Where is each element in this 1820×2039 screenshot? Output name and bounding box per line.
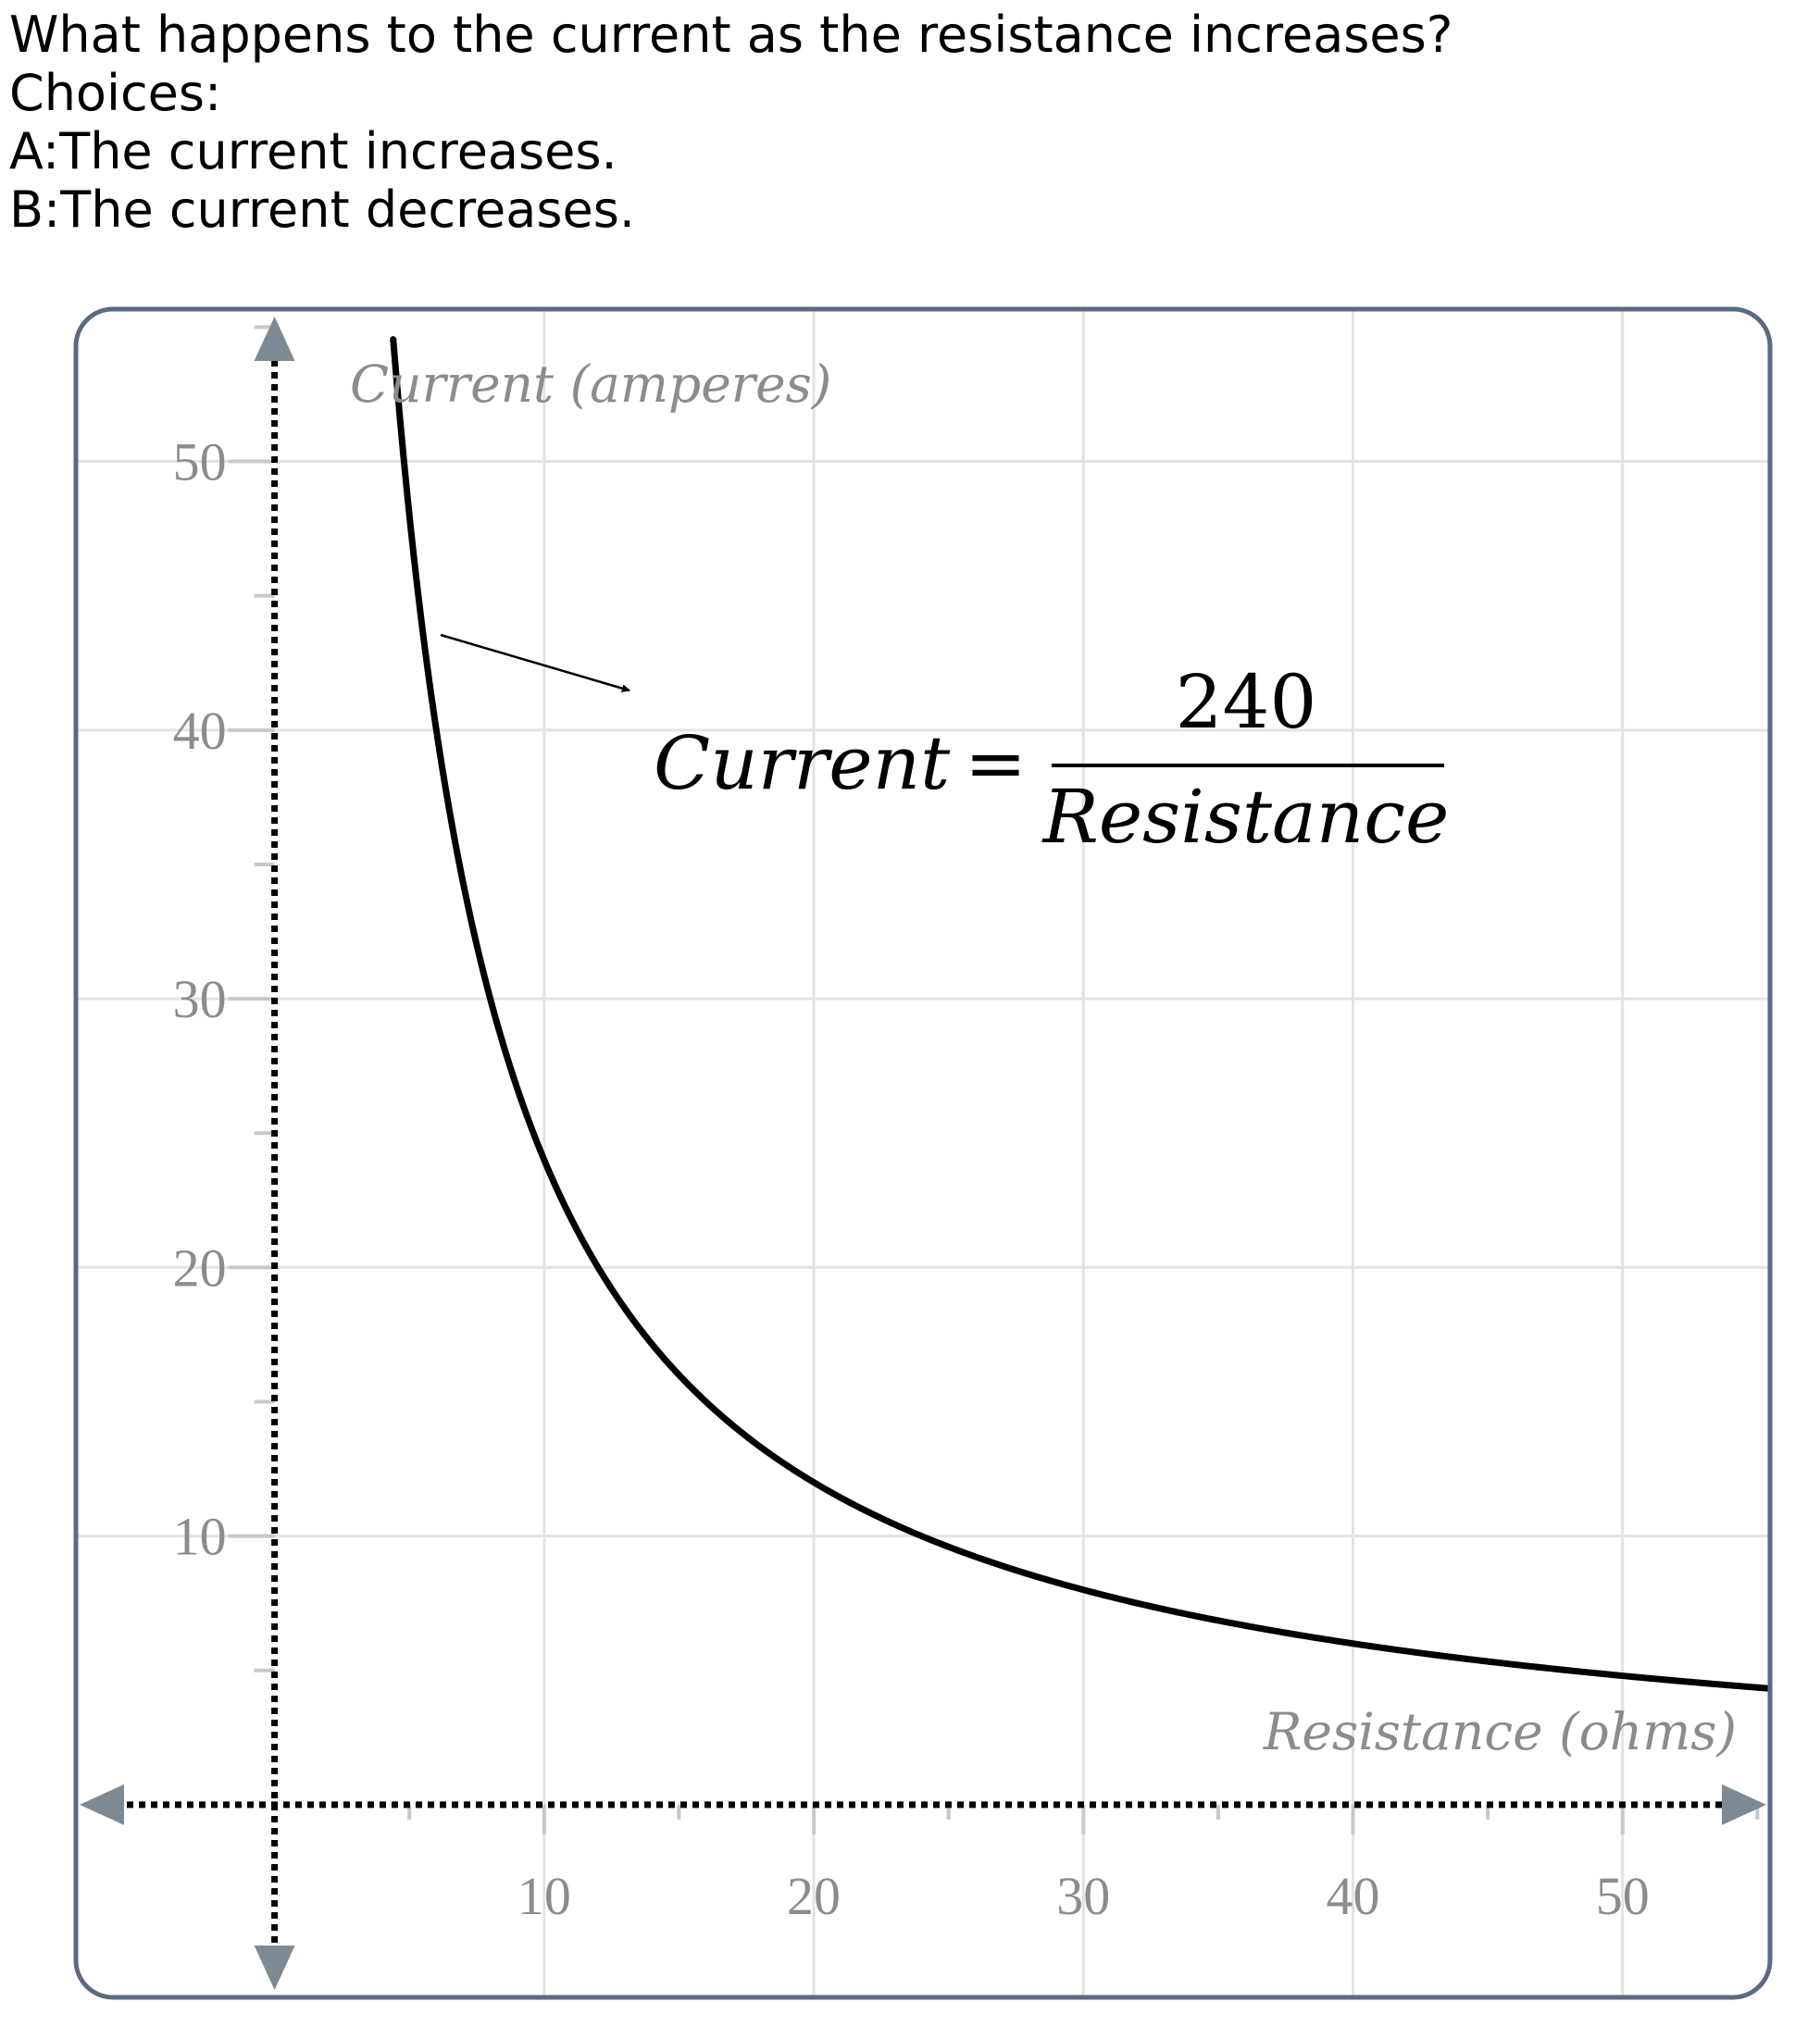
choice-a-text: The current increases. xyxy=(59,122,617,180)
choice-b-letter: B xyxy=(9,180,44,239)
x-tick-label-40: 40 xyxy=(1327,1866,1380,1926)
x-axis-arrow-right xyxy=(1722,1784,1766,1825)
plot-frame xyxy=(73,306,1773,2000)
equation-pointer-arrow xyxy=(440,633,630,693)
y-tick-label-30: 30 xyxy=(173,969,227,1029)
x-tick-label-20: 20 xyxy=(787,1866,841,1926)
y-axis-arrow-up xyxy=(254,317,295,361)
y-tick-label-40: 40 xyxy=(173,701,227,761)
x-axis-title: Resistance (ohms) xyxy=(1263,1702,1737,1761)
equation-annotation: Current = 240 Resistance xyxy=(440,633,1450,860)
question-prompt: What happens to the current as the resis… xyxy=(9,6,1453,64)
x-tick-label-30: 30 xyxy=(1056,1866,1110,1926)
equation-equals: = xyxy=(965,720,1027,806)
x-axis-arrow-left xyxy=(80,1784,124,1825)
y-tick-label-50: 50 xyxy=(173,432,227,492)
y-tick-label-10: 10 xyxy=(173,1507,227,1567)
choice-b[interactable]: B:The current decreases. xyxy=(9,180,635,239)
equation-denominator: Resistance xyxy=(1041,774,1450,860)
choice-a[interactable]: A:The current increases. xyxy=(9,122,617,180)
y-axis-title: Current (amperes) xyxy=(350,354,831,414)
tick-labels: 10 20 30 40 50 10 20 30 40 50 xyxy=(173,432,1650,1926)
equation-lhs: Current xyxy=(654,720,951,806)
curve-layer xyxy=(390,336,1768,1692)
x-tick-label-10: 10 xyxy=(517,1866,571,1926)
choices-label: Choices: xyxy=(9,64,222,122)
axis-ticks xyxy=(228,325,1760,1834)
y-tick-label-20: 20 xyxy=(173,1237,227,1298)
choice-b-text: The current decreases. xyxy=(60,180,635,239)
equation-numerator: 240 xyxy=(1176,659,1317,745)
axes xyxy=(80,317,1766,1990)
choice-a-letter: A xyxy=(9,122,43,180)
y-axis-arrow-down xyxy=(254,1946,295,1990)
series-line-0 xyxy=(390,336,1768,1692)
x-tick-label-50: 50 xyxy=(1596,1866,1650,1926)
question-block: What happens to the current as the resis… xyxy=(9,6,1805,239)
